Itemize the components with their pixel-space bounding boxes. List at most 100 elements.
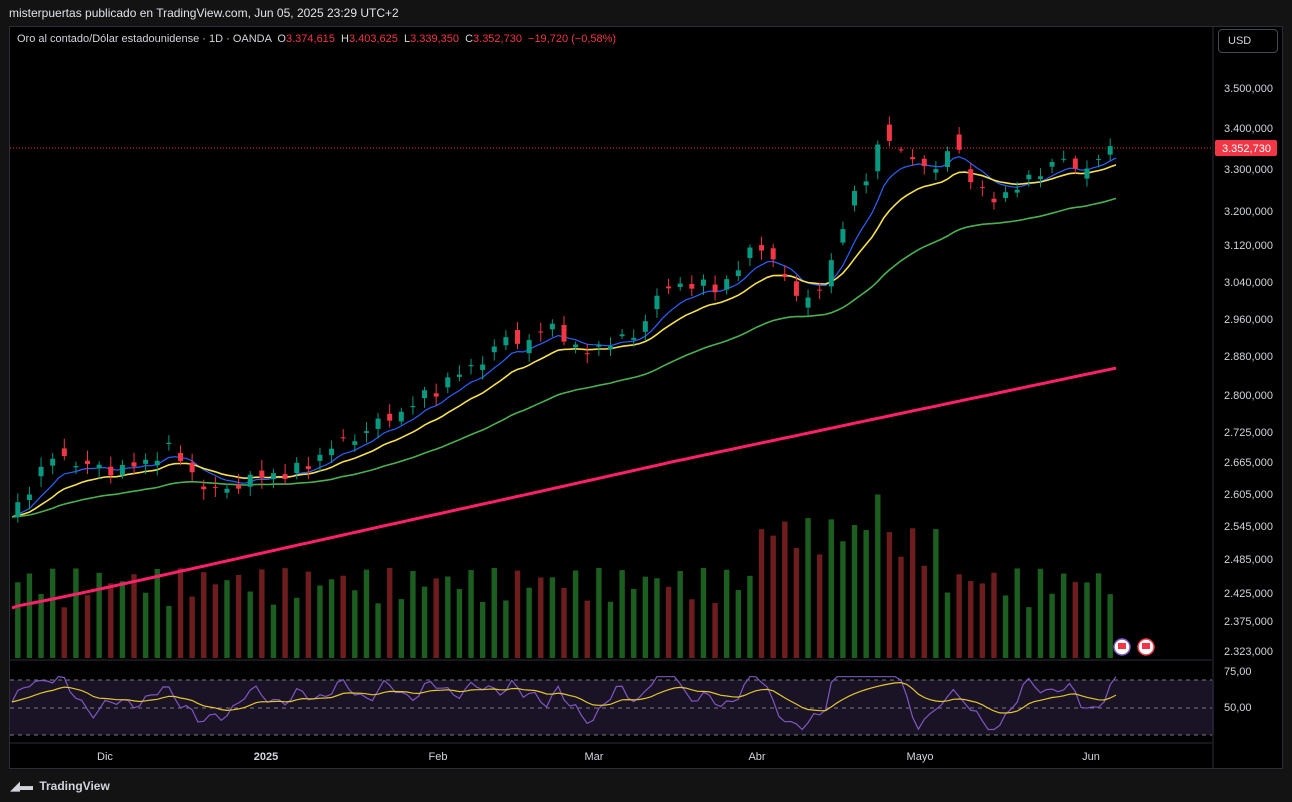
candle-body (619, 334, 625, 337)
candle-body (770, 248, 776, 260)
time-axis: Dic 2025 Feb Mar Abr Mayo Jun (10, 742, 1212, 763)
candle-body (1061, 158, 1067, 160)
price-tick-label: 3.200,000 (1224, 206, 1273, 218)
candle-body (793, 281, 799, 296)
volume-bar (654, 578, 660, 658)
volume-bar (944, 592, 951, 658)
volume-bar (224, 580, 230, 658)
volume-bar (526, 587, 532, 658)
volume-bars (15, 494, 1113, 658)
price-tick-label: 3.400,000 (1224, 123, 1273, 135)
volume-bar (677, 570, 683, 658)
close-label: C (465, 33, 474, 45)
candle-body (491, 346, 497, 353)
candle-body (538, 331, 544, 333)
volume-bar (1107, 594, 1113, 658)
candlesticks (15, 116, 1113, 523)
volume-bar (282, 568, 288, 658)
open-label: O (277, 33, 286, 45)
volume-bar (38, 593, 44, 658)
candle-body (73, 465, 79, 468)
candle-body (1084, 168, 1090, 179)
candle-body (131, 462, 137, 467)
volume-bar (607, 601, 614, 658)
high-value: 3.403,625 (348, 33, 398, 45)
volume-bar (398, 599, 405, 658)
volume-bar (851, 525, 858, 658)
volume-bar (875, 494, 881, 658)
ema-long-line (11, 366, 1117, 610)
currency-button[interactable]: USD (1218, 29, 1278, 53)
candle-body (573, 344, 579, 348)
volume-bar (619, 570, 625, 658)
volume-bar (968, 581, 974, 658)
open-value: 3.374,615 (285, 33, 335, 45)
time-tick-label: Mar (585, 751, 604, 763)
candle-body (933, 169, 939, 173)
change-value: −19,720 (−0,58%) (528, 33, 617, 45)
volume-bar (596, 568, 602, 658)
close-value: 3.352,730 (473, 33, 522, 45)
candle-body (456, 374, 462, 377)
candle-body (607, 346, 613, 350)
volume-bar (1072, 582, 1079, 658)
candle-body (329, 448, 335, 456)
rsi-tick-label: 50,00 (1224, 702, 1252, 714)
candle-body (549, 323, 555, 330)
volume-bar (270, 604, 277, 658)
publisher-header: misterpuertas publicado en TradingView.c… (0, 0, 1292, 26)
candle-body (735, 270, 741, 277)
volume-bar (793, 548, 800, 658)
candle-body (305, 466, 311, 470)
candle-body (294, 462, 300, 473)
volume-bar (352, 590, 358, 658)
candle-body (212, 486, 218, 488)
candle-body (910, 157, 916, 160)
last-price-badge (1215, 140, 1277, 156)
volume-bar (898, 556, 904, 658)
footer-brand[interactable]: ◢▬ TradingView (10, 776, 110, 796)
candle-body (1026, 174, 1032, 180)
candle-body (166, 442, 172, 445)
candle-body (503, 337, 509, 346)
time-tick-label: Feb (429, 751, 448, 763)
candle-body (852, 190, 858, 206)
candle-body (317, 454, 323, 461)
candle-body (596, 344, 602, 347)
volume-bar (212, 584, 219, 658)
candle-body (642, 321, 648, 332)
volume-bar (479, 601, 486, 658)
volume-bar (1061, 573, 1067, 658)
candle-body (363, 431, 369, 433)
candle-body (1107, 146, 1113, 155)
ema-mid-line (11, 164, 1117, 518)
candle-body (712, 284, 718, 293)
volume-bar (816, 554, 823, 658)
volume-bar (328, 579, 335, 658)
volume-bar (956, 574, 962, 658)
symbol-title[interactable]: Oro al contado/Dólar estadounidense · 1D… (17, 33, 272, 45)
price-tick-label: 2.605,000 (1224, 489, 1273, 501)
volume-bar (456, 589, 463, 658)
symbol-legend: Oro al contado/Dólar estadounidense · 1D… (17, 33, 616, 45)
candle-body (282, 474, 288, 480)
volume-bar (1002, 595, 1009, 658)
flag-stripe (1142, 643, 1150, 649)
candle-body (1049, 162, 1055, 167)
price-tick-label: 2.880,000 (1224, 351, 1273, 363)
price-tick-label: 3.120,000 (1224, 240, 1273, 252)
volume-bar (189, 596, 195, 658)
candle-body (805, 297, 811, 308)
candle-body (96, 464, 102, 469)
volume-bar (1037, 568, 1044, 658)
candle-body (863, 181, 869, 186)
price-tick-label: 2.485,000 (1224, 554, 1273, 566)
price-tick-label: 2.323,000 (1224, 646, 1273, 658)
volume-bar (294, 597, 300, 658)
rsi-line (11, 676, 1117, 731)
candle-body (340, 437, 346, 439)
candle-body (410, 406, 416, 408)
price-tick-label: 2.425,000 (1224, 588, 1273, 600)
price-tick-label: 2.725,000 (1224, 427, 1273, 439)
